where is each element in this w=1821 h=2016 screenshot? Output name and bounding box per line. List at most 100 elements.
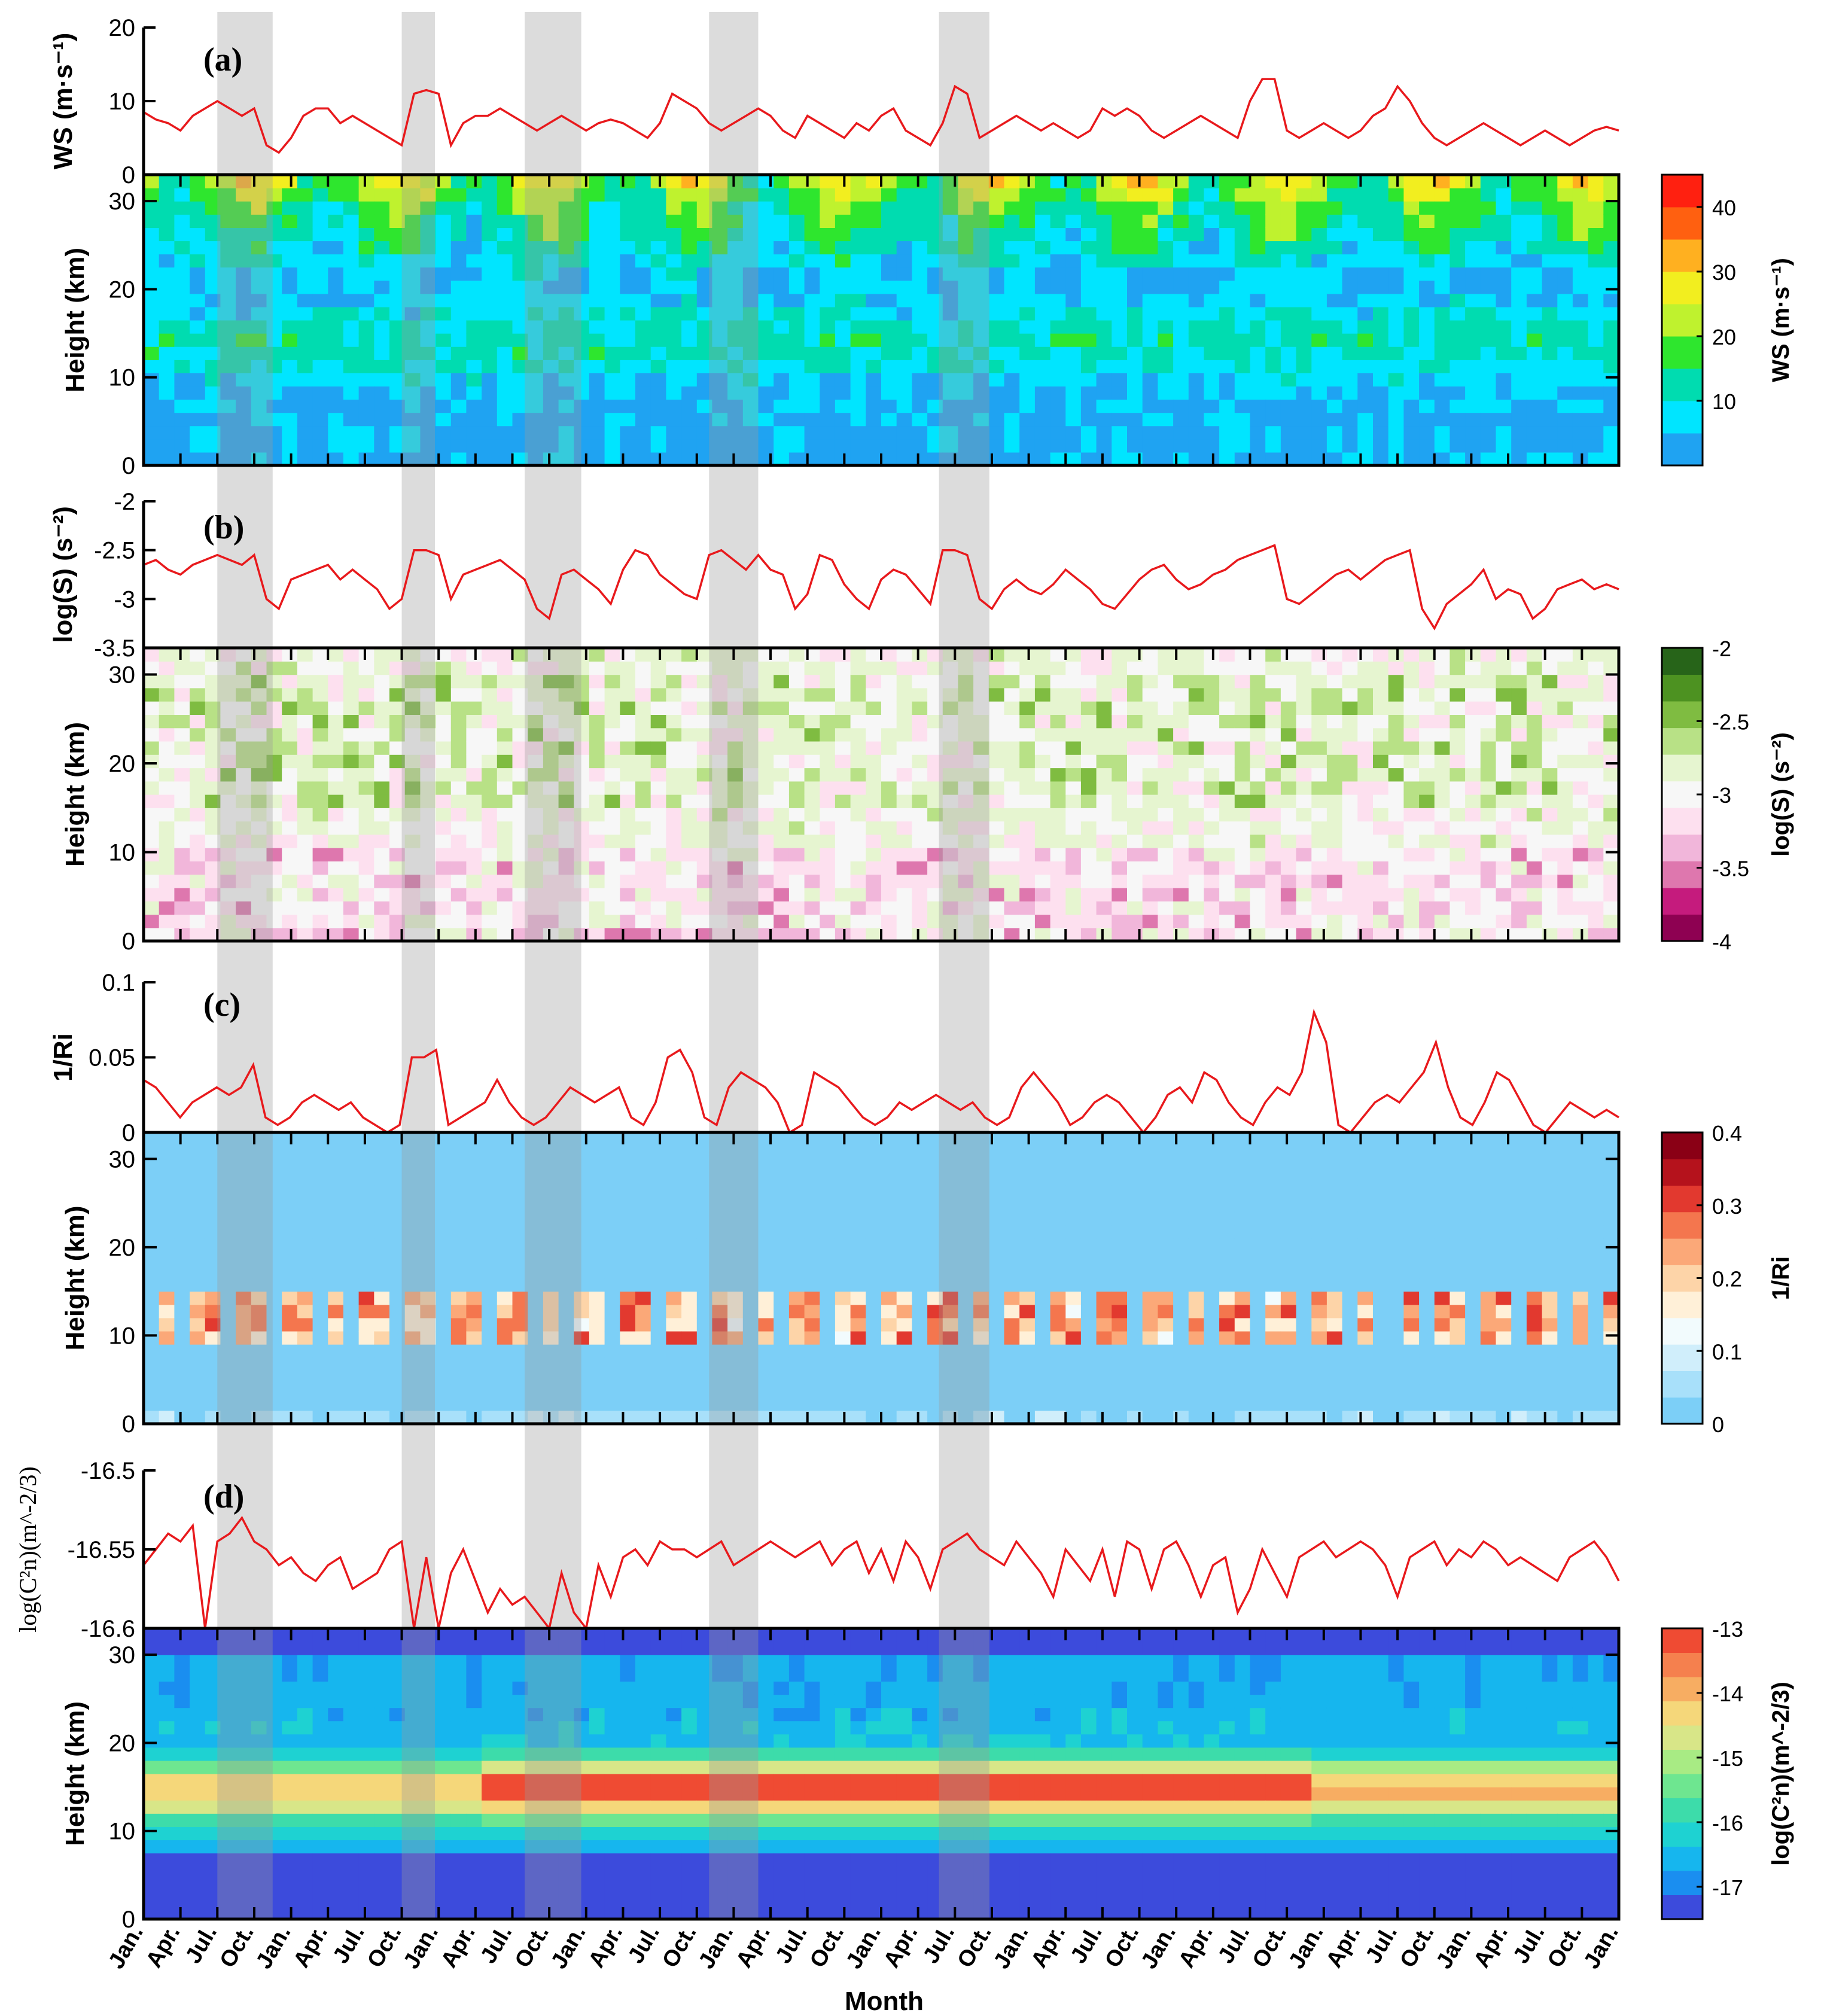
contour-cell-b: [512, 848, 528, 861]
contour-cell-b: [650, 848, 666, 861]
contour-cell-c: [374, 1251, 390, 1265]
contour-cell-c: [343, 1291, 360, 1305]
contour-cell-a: [850, 360, 866, 373]
contour-cell-b: [1419, 768, 1435, 782]
contour-cell-b: [1142, 848, 1158, 861]
contour-cell-a: [912, 188, 928, 202]
contour-cell-b: [1019, 687, 1036, 702]
contour-cell-a: [1204, 267, 1220, 281]
contour-cell-c: [604, 1132, 620, 1146]
contour-cell-c: [328, 1172, 344, 1186]
contour-cell-a: [1603, 201, 1619, 215]
contour-cell-b: [297, 808, 313, 822]
contour-cell-b: [589, 687, 605, 702]
contour-cell-a: [1542, 254, 1558, 268]
contour-cell-b: [558, 901, 574, 915]
contour-cell-a: [958, 425, 974, 440]
contour-cell-b: [1496, 874, 1512, 888]
contour-cell-b: [1542, 661, 1558, 675]
contour-cell-a: [159, 201, 175, 215]
contour-cell-a: [1419, 306, 1435, 321]
contour-cell-c: [497, 1278, 513, 1292]
contour-cell-b: [1511, 754, 1527, 769]
contour-cell-b: [374, 834, 390, 848]
contour-cell-b: [1511, 674, 1527, 689]
contour-cell-b: [1142, 768, 1158, 782]
contour-cell-a: [144, 346, 160, 360]
contour-cell-a: [927, 175, 943, 188]
contour-cell-b: [988, 714, 1005, 729]
contour-cell-b: [420, 768, 436, 782]
contour-cell-b: [1065, 874, 1082, 888]
contour-cell-b: [1434, 901, 1451, 915]
contour-cell-c: [190, 1397, 206, 1411]
contour-cell-c: [436, 1211, 452, 1226]
contour-cell-a: [804, 254, 820, 268]
contour-cell-a: [1326, 240, 1343, 255]
contour-cell-b: [1373, 914, 1389, 928]
contour-cell-b: [1326, 834, 1343, 848]
contour-cell-b: [1127, 848, 1143, 861]
contour-cell-a: [436, 438, 452, 453]
contour-cell-b: [1065, 808, 1082, 822]
contour-cell-a: [1326, 201, 1343, 215]
contour-cell-a: [144, 306, 160, 321]
contour-cell-a: [1419, 346, 1435, 360]
contour-cell-b: [896, 714, 912, 729]
contour-cell-a: [282, 373, 298, 387]
contour-cell-a: [1158, 438, 1174, 453]
contour-cell-b: [328, 834, 344, 848]
contour-cell-a: [1127, 346, 1143, 360]
contour-cell-b: [696, 661, 713, 675]
contour-cell-b: [758, 687, 774, 702]
contour-cell-a: [1158, 280, 1174, 294]
contour-cell-b: [650, 781, 666, 795]
contour-cell-c: [466, 1198, 482, 1213]
contour-cell-b: [312, 927, 328, 942]
contour-cell-b: [1080, 781, 1097, 795]
contour-cell-a: [912, 240, 928, 255]
contour-cell-b: [389, 754, 406, 769]
contour-cell-b: [205, 848, 221, 861]
contour-cell-a: [1342, 280, 1358, 294]
contour-cell-c: [482, 1185, 498, 1199]
contour-cell-a: [328, 346, 344, 360]
contour-cell-b: [558, 661, 574, 675]
contour-cell-b: [1465, 901, 1481, 915]
contour-cell-b: [1188, 674, 1205, 689]
contour-cell-b: [1342, 821, 1358, 835]
contour-cell-b: [174, 848, 190, 861]
contour-cell-a: [1450, 267, 1466, 281]
contour-cell-c: [297, 1159, 313, 1173]
contour-cell-a: [404, 320, 421, 334]
contour-cell-a: [604, 175, 620, 188]
contour-cell-c: [190, 1410, 206, 1424]
contour-cell-b: [820, 661, 836, 675]
contour-cell-b: [420, 727, 436, 742]
contour-cell-a: [1250, 240, 1266, 255]
contour-cell-b: [1480, 714, 1497, 729]
contour-cell-a: [666, 293, 682, 307]
contour-cell-a: [788, 280, 805, 294]
contour-cell-a: [1096, 306, 1112, 321]
contour-cell-c: [604, 1331, 620, 1345]
contour-cell-a: [788, 320, 805, 334]
contour-cell-b: [1603, 848, 1619, 861]
contour-cell-a: [450, 188, 467, 202]
contour-cell-b: [1204, 661, 1220, 675]
contour-cell-c: [482, 1344, 498, 1358]
contour-cell-b: [220, 874, 236, 888]
contour-cell-a: [328, 412, 344, 427]
contour-cell-a: [328, 188, 344, 202]
contour-cell-c: [650, 1185, 666, 1199]
contour-cell-b: [1158, 874, 1174, 888]
contour-cell-b: [1158, 861, 1174, 875]
contour-cell-b: [220, 861, 236, 875]
contour-cell-b: [1342, 687, 1358, 702]
contour-cell-b: [1557, 887, 1573, 902]
contour-cell-b: [543, 701, 559, 715]
contour-cell-b: [558, 701, 574, 715]
contour-cell-b: [1603, 794, 1619, 808]
contour-cell-c: [466, 1132, 482, 1146]
contour-cell-a: [266, 280, 282, 294]
